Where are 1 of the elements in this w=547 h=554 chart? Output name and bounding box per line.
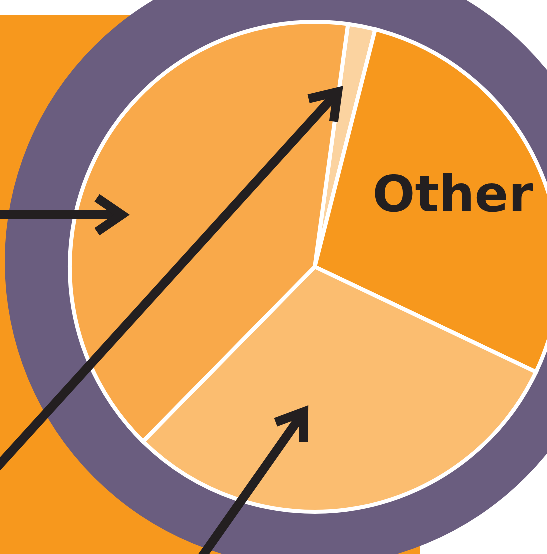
slice-label: Other	[372, 166, 534, 224]
